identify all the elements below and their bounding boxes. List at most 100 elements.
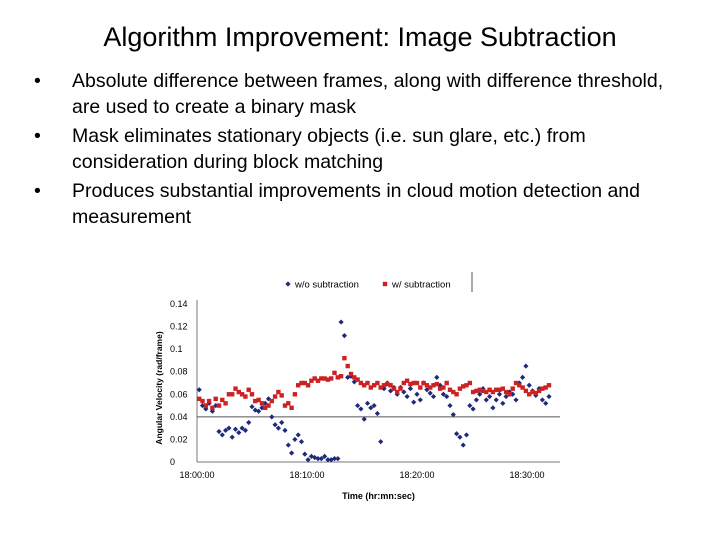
data-point-w-subtraction: [233, 386, 238, 391]
data-point-w-subtraction: [325, 377, 331, 382]
data-point-w-subtraction: [500, 386, 505, 391]
data-point-w-subtraction: [457, 386, 463, 391]
data-point-w-subtraction: [428, 385, 433, 390]
data-point-wo-subtraction: [331, 456, 338, 462]
data-point-wo-subtraction: [275, 425, 281, 431]
data-point-w-subtraction: [226, 392, 232, 397]
bullet-text: Produces substantial improvements in clo…: [72, 180, 640, 228]
data-point-w-subtraction: [213, 396, 218, 401]
data-point-w-subtraction: [203, 403, 208, 408]
data-point-w-subtraction: [418, 385, 423, 390]
data-point-wo-subtraction: [536, 386, 542, 392]
bullet-dot: •: [34, 125, 41, 147]
data-point-w-subtraction: [513, 380, 519, 386]
data-point-w-subtraction: [411, 380, 416, 386]
data-point-wo-subtraction: [493, 397, 499, 403]
y-axis-title: Angular Velocity (rad/frame): [154, 331, 164, 445]
data-point-w-subtraction: [259, 401, 265, 406]
data-point-wo-subtraction: [335, 456, 341, 462]
data-point-wo-subtraction: [483, 397, 489, 403]
data-point-w-subtraction: [447, 387, 453, 392]
bullet-item: • Absolute difference between frames, alo…: [34, 68, 694, 120]
data-point-wo-subtraction: [232, 426, 239, 432]
data-point-w-subtraction: [487, 387, 492, 392]
data-point-w-subtraction: [269, 398, 274, 404]
x-tick-label: 18:30:00: [509, 470, 544, 480]
data-point-wo-subtraction: [407, 386, 413, 392]
data-point-w-subtraction: [355, 377, 360, 382]
data-point-wo-subtraction: [520, 374, 526, 380]
data-point-w-subtraction: [312, 376, 317, 381]
data-point-wo-subtraction: [440, 391, 446, 397]
data-point-w-subtraction: [388, 383, 393, 388]
data-point-w-subtraction: [470, 389, 476, 395]
x-tick-label: 18:20:00: [399, 470, 434, 480]
data-point-w-subtraction: [292, 392, 298, 397]
data-point-w-subtraction: [520, 385, 525, 390]
data-point-wo-subtraction: [285, 442, 291, 448]
data-point-w-subtraction: [497, 387, 502, 392]
x-tick-label: 18:00:00: [179, 470, 214, 480]
data-point-wo-subtraction: [295, 432, 301, 438]
data-point-w-subtraction: [507, 392, 512, 397]
bullet-dot: •: [34, 70, 41, 92]
data-point-w-subtraction: [424, 383, 430, 388]
data-point-w-subtraction: [299, 380, 304, 386]
data-point-wo-subtraction: [539, 397, 545, 403]
data-point-wo-subtraction: [467, 402, 473, 409]
data-point-w-subtraction: [289, 405, 294, 411]
data-point-wo-subtraction: [279, 419, 285, 426]
y-tick-label: 0.04: [170, 412, 188, 422]
data-point-w-subtraction: [358, 380, 364, 386]
data-point-w-subtraction: [371, 383, 377, 388]
data-point-w-subtraction: [368, 385, 373, 390]
data-point-w-subtraction: [239, 392, 245, 397]
data-point-w-subtraction: [431, 383, 436, 388]
data-point-w-subtraction: [401, 380, 406, 386]
data-point-w-subtraction: [322, 376, 327, 381]
legend-label-wo-subtraction: w/o subtraction: [294, 280, 359, 291]
data-point-wo-subtraction: [351, 379, 357, 385]
data-point-w-subtraction: [249, 392, 255, 397]
data-point-wo-subtraction: [430, 393, 437, 400]
data-point-w-subtraction: [348, 371, 354, 377]
data-point-wo-subtraction: [487, 393, 493, 400]
data-point-wo-subtraction: [302, 451, 308, 457]
data-point-wo-subtraction: [424, 387, 430, 393]
data-point-wo-subtraction: [374, 410, 380, 417]
data-point-w-subtraction: [536, 388, 542, 394]
data-point-wo-subtraction: [510, 391, 516, 397]
data-point-w-subtraction: [282, 403, 288, 408]
bullet-dot: •: [34, 180, 41, 202]
data-point-w-subtraction: [246, 387, 251, 392]
data-point-w-subtraction: [461, 384, 466, 389]
data-point-w-subtraction: [381, 383, 387, 388]
data-point-w-subtraction: [444, 380, 449, 386]
data-point-wo-subtraction: [216, 428, 222, 435]
data-point-w-subtraction: [266, 403, 271, 408]
data-point-w-subtraction: [220, 397, 225, 403]
data-point-w-subtraction: [385, 381, 390, 387]
data-point-w-subtraction: [454, 392, 459, 397]
data-point-wo-subtraction: [364, 400, 371, 406]
data-point-wo-subtraction: [463, 432, 470, 438]
y-tick-label: 0.08: [170, 367, 188, 377]
y-tick-label: 0.12: [170, 322, 188, 332]
data-point-wo-subtraction: [503, 393, 509, 400]
data-point-w-subtraction: [365, 380, 370, 386]
data-point-w-subtraction: [286, 401, 291, 406]
data-point-w-subtraction: [510, 386, 515, 391]
data-point-w-subtraction: [494, 387, 499, 392]
data-point-w-subtraction: [543, 385, 548, 390]
legend-marker-wo-subtraction: [285, 281, 291, 287]
data-point-w-subtraction: [503, 389, 509, 395]
data-point-wo-subtraction: [543, 400, 549, 406]
data-point-wo-subtraction: [249, 404, 255, 410]
legend-label-w-subtraction: w/ subtraction: [391, 280, 451, 291]
data-point-w-subtraction: [437, 386, 443, 391]
data-point-wo-subtraction: [516, 380, 522, 386]
data-point-wo-subtraction: [265, 396, 272, 402]
data-point-w-subtraction: [546, 383, 552, 388]
y-tick-label: 0.14: [170, 299, 188, 309]
x-tick-label: 18:10:00: [289, 470, 324, 480]
